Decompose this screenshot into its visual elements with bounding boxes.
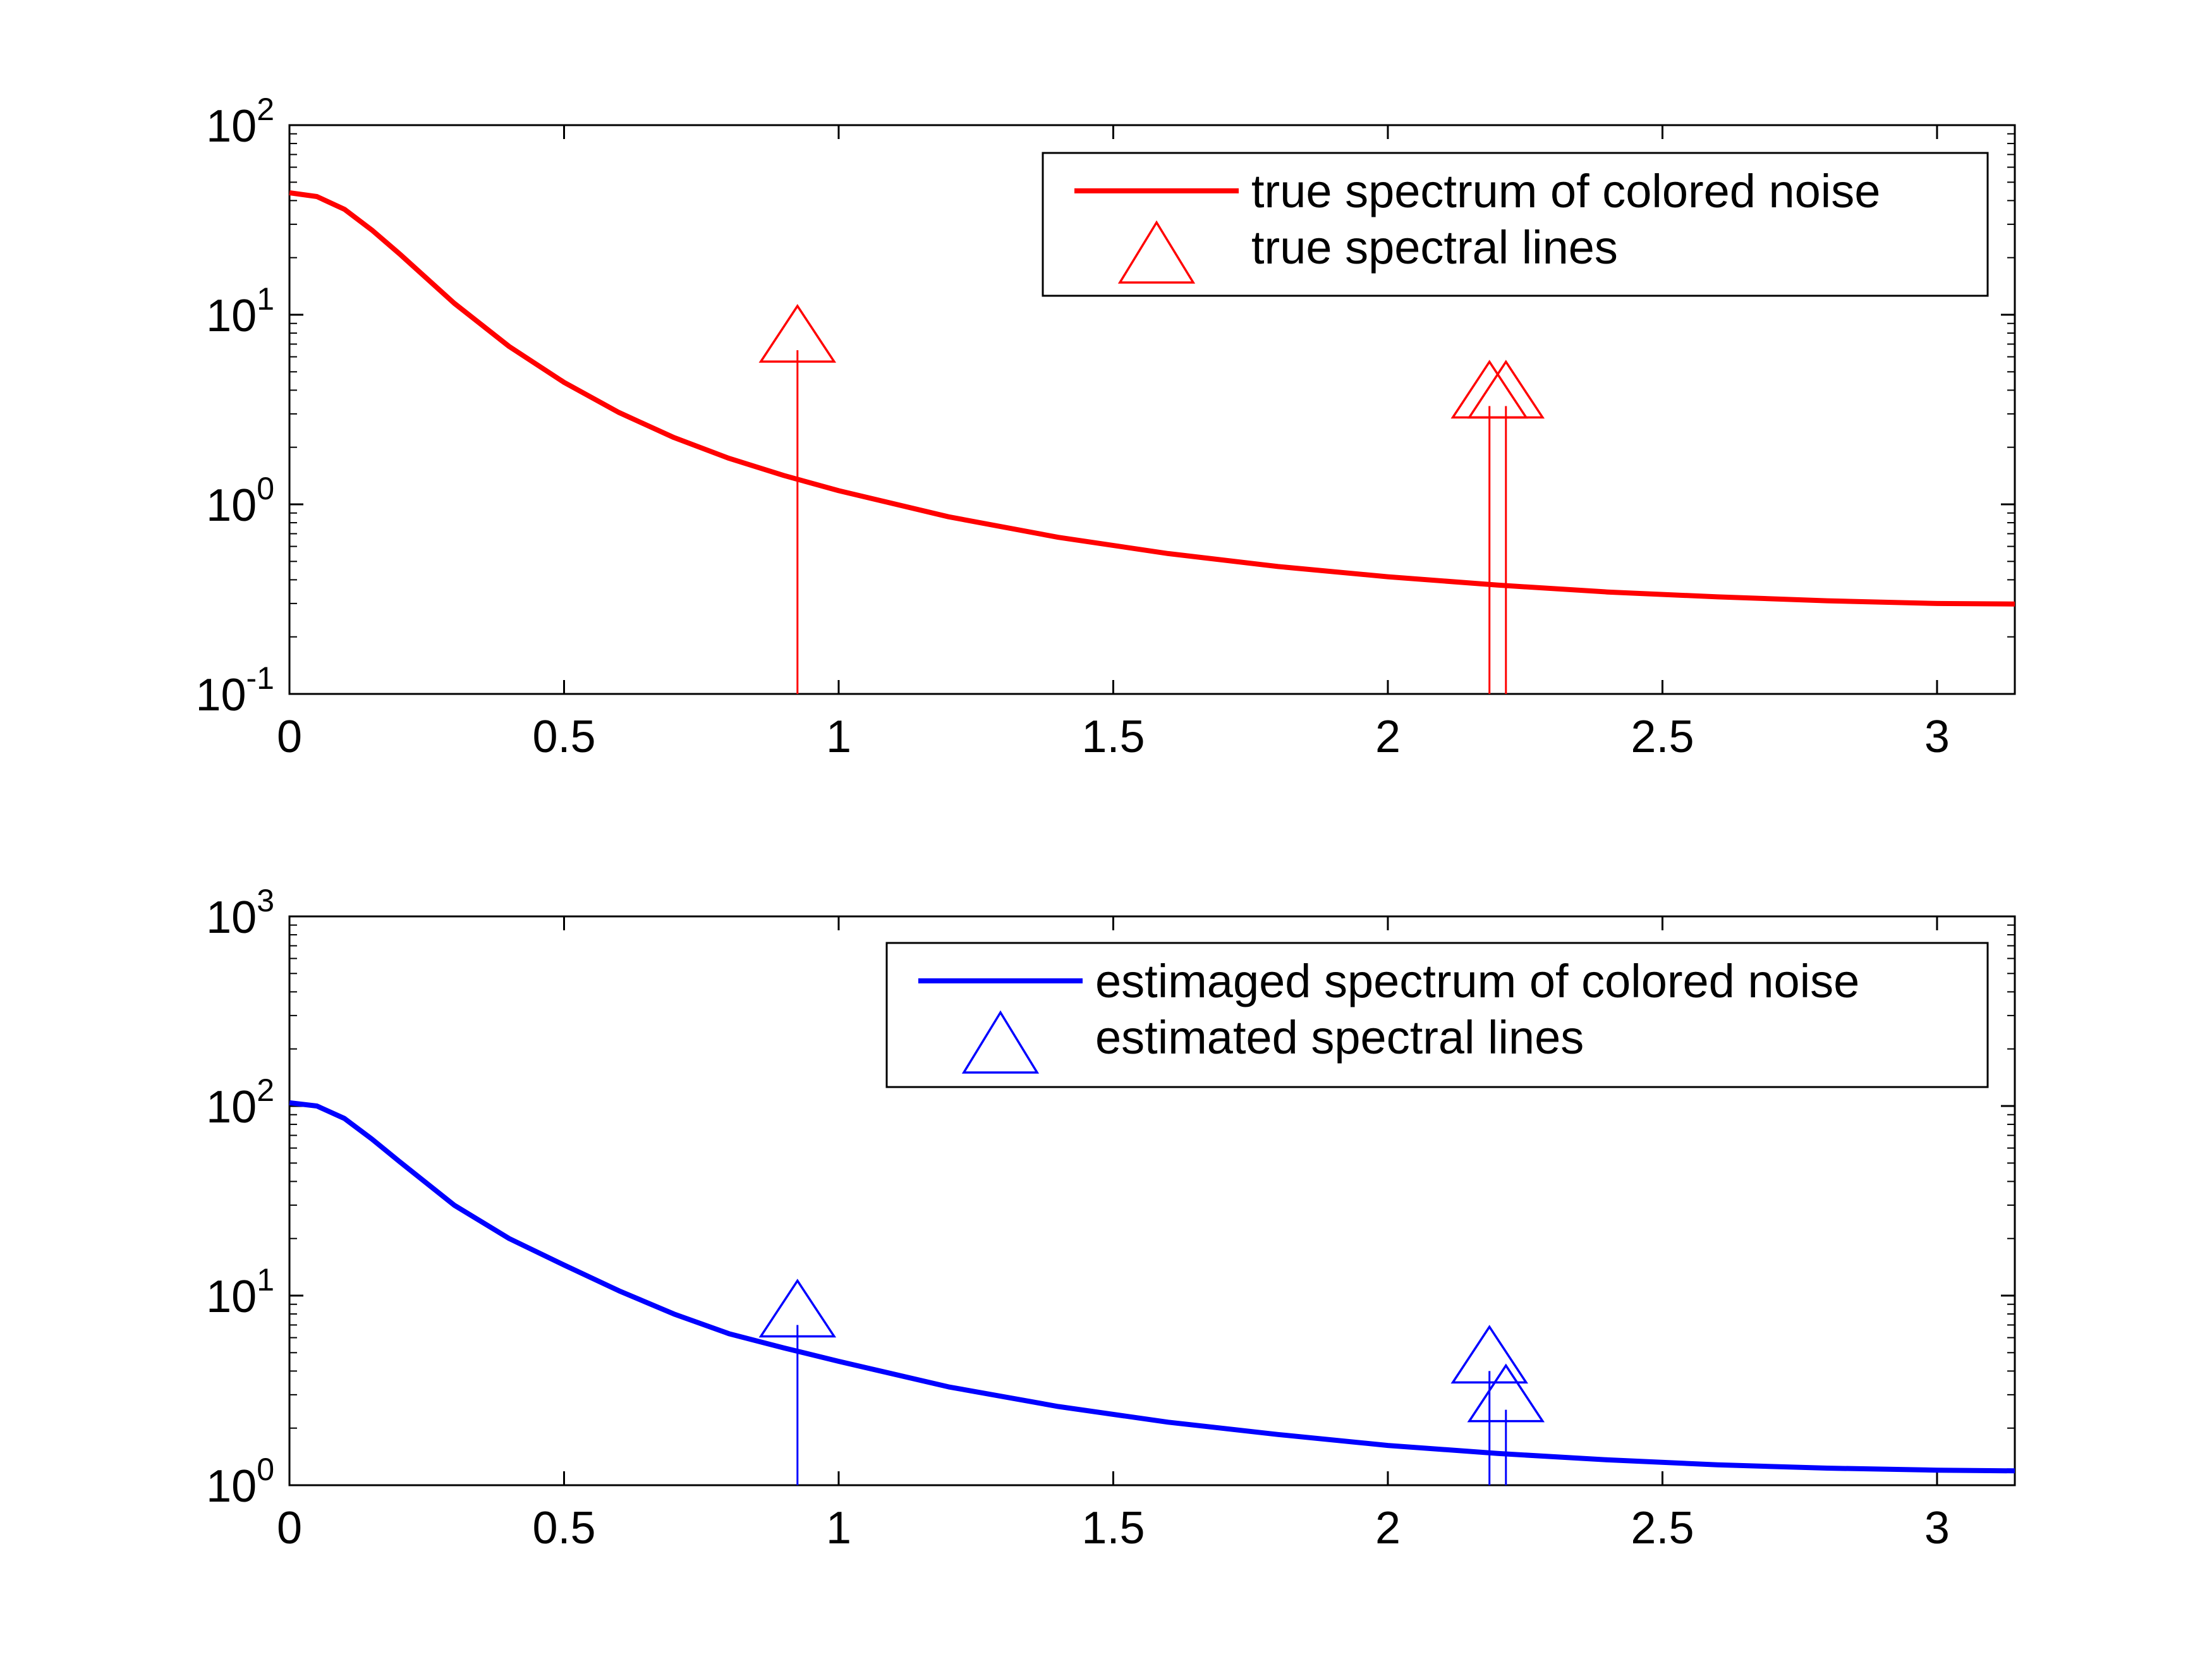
stem-marker-triangle bbox=[1467, 1363, 1545, 1423]
stem-marker-triangle bbox=[1467, 360, 1545, 419]
y-tick-exponent: 2 bbox=[257, 1073, 274, 1108]
stem-marker-triangle bbox=[758, 303, 837, 363]
x-tick-label: 0 bbox=[277, 712, 302, 762]
stem-marker-triangle bbox=[1450, 1325, 1528, 1384]
series-line bbox=[289, 190, 2015, 607]
y-tick-base: 10 bbox=[206, 1272, 257, 1322]
y-tick-label: 10-1 bbox=[195, 660, 274, 720]
y-tick-label: 102 bbox=[206, 92, 274, 152]
y-tick-exponent: 0 bbox=[257, 1452, 274, 1487]
y-tick-base: 10 bbox=[206, 1082, 257, 1133]
x-tick-label: 2.5 bbox=[1631, 712, 1694, 762]
x-tick-label: 1 bbox=[826, 1503, 851, 1553]
y-tick-exponent: 1 bbox=[257, 1262, 274, 1297]
y-tick-base: 10 bbox=[206, 892, 257, 943]
series-line bbox=[289, 1100, 2015, 1474]
y-tick-base: 10 bbox=[206, 291, 257, 341]
stem-marker-triangle bbox=[758, 1279, 837, 1338]
y-tick-label: 101 bbox=[206, 1262, 274, 1322]
y-tick-exponent: 1 bbox=[257, 281, 274, 317]
legend-label: estimaged spectrum of colored noise bbox=[1095, 955, 1859, 1007]
y-tick-label: 100 bbox=[206, 1452, 274, 1512]
x-tick-label: 0.5 bbox=[532, 1503, 595, 1553]
y-tick-exponent: 2 bbox=[257, 92, 274, 127]
legend-box bbox=[1042, 152, 1989, 297]
x-tick-label: 1.5 bbox=[1081, 712, 1145, 762]
y-tick-exponent: 3 bbox=[257, 883, 274, 918]
x-tick-label: 1 bbox=[826, 712, 851, 762]
y-tick-label: 100 bbox=[206, 471, 274, 531]
y-tick-base: 10 bbox=[206, 101, 257, 152]
x-tick-label: 2.5 bbox=[1631, 1503, 1694, 1553]
y-tick-base: 10 bbox=[206, 1461, 257, 1512]
y-tick-exponent: 0 bbox=[257, 471, 274, 506]
x-tick-label: 3 bbox=[1924, 1503, 1950, 1553]
x-tick-label: 1.5 bbox=[1081, 1503, 1145, 1553]
y-tick-label: 102 bbox=[206, 1073, 274, 1133]
y-tick-label: 101 bbox=[206, 281, 274, 341]
x-tick-label: 0 bbox=[277, 1503, 302, 1553]
legend-label: true spectrum of colored noise bbox=[1251, 165, 1880, 217]
x-tick-label: 0.5 bbox=[532, 712, 595, 762]
x-tick-label: 3 bbox=[1924, 712, 1950, 762]
legend-triangle-swatch bbox=[961, 1010, 1040, 1074]
x-tick-label: 2 bbox=[1375, 1503, 1401, 1553]
legend-label: true spectral lines bbox=[1251, 221, 1618, 274]
y-tick-exponent: -1 bbox=[246, 660, 274, 696]
y-tick-base: 10 bbox=[206, 480, 257, 531]
y-tick-base: 10 bbox=[195, 670, 246, 720]
legend-box bbox=[885, 942, 1989, 1088]
x-tick-label: 2 bbox=[1375, 712, 1401, 762]
legend-triangle-swatch bbox=[1117, 220, 1196, 284]
legend-label: estimated spectral lines bbox=[1095, 1011, 1584, 1064]
y-tick-label: 103 bbox=[206, 883, 274, 943]
